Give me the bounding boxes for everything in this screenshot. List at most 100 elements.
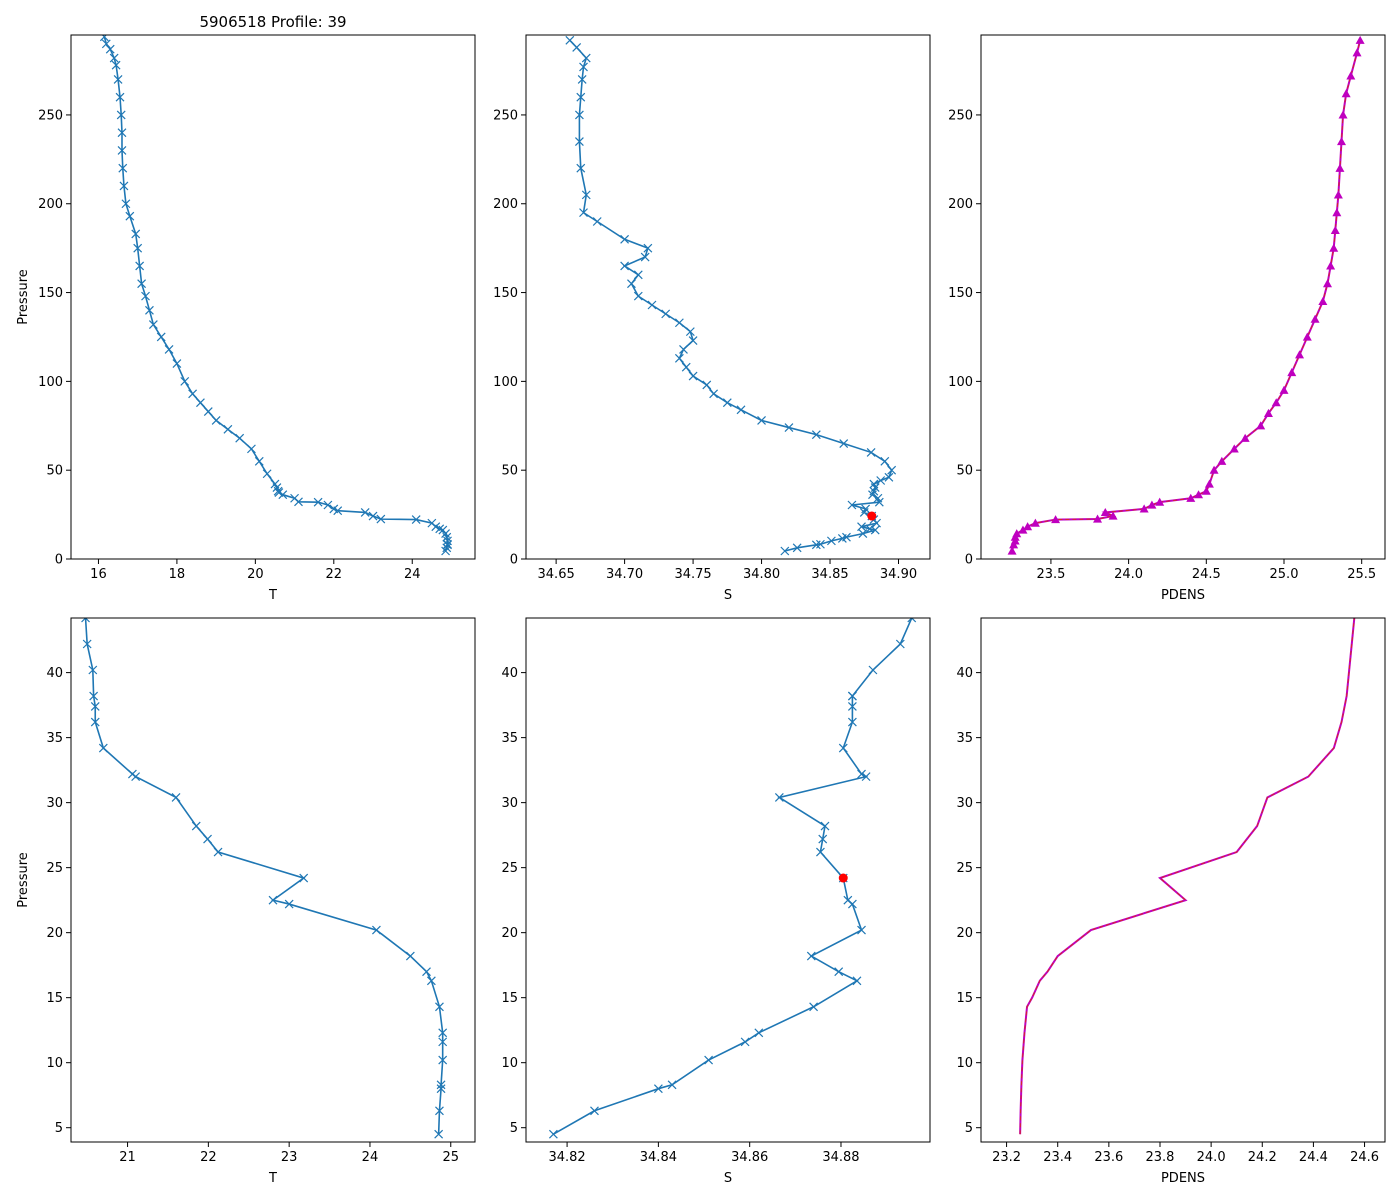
data-point — [1139, 504, 1149, 513]
axes-frame — [70, 34, 476, 560]
plot-area — [99, 35, 452, 556]
data-point — [866, 447, 876, 457]
data-point — [870, 525, 880, 535]
chart-top-salinity: 34.65 34.70 34.75 34.80 34.85 34.90 0 50 100 150 2… — [493, 34, 931, 603]
data-point — [1012, 529, 1022, 538]
data-point — [1186, 493, 1196, 502]
data-point — [441, 546, 451, 556]
y-axis-label: Pressure — [16, 269, 31, 325]
data-point — [1209, 465, 1219, 474]
data-point — [188, 389, 198, 399]
data-point — [1263, 408, 1273, 417]
plot-area — [548, 618, 917, 1139]
data-point — [1352, 48, 1362, 57]
data-point — [411, 515, 421, 524]
chart-top-temperature: 16 18 20 22 24 0 50 100 150 200 250 T Pressure — [16, 34, 476, 603]
data-point — [137, 279, 147, 289]
data-point — [118, 163, 128, 173]
data-point — [90, 717, 100, 727]
plot-area — [565, 35, 897, 556]
data-point — [1217, 456, 1227, 465]
chart-top-pdens: 23.5 24.0 24.5 25.0 25.5 0 50 100 150 200 250 PDENS — [948, 34, 1386, 603]
data-point — [838, 743, 848, 753]
y-tick-label: 250 — [493, 108, 518, 123]
data-point — [816, 847, 825, 857]
data-point — [576, 163, 586, 173]
data-point — [674, 318, 684, 328]
data-point — [907, 618, 917, 623]
y-tick-label: 150 — [948, 286, 973, 301]
data-point — [435, 1106, 444, 1116]
data-point — [869, 479, 879, 489]
plot-area — [81, 618, 448, 1139]
x-tick-label: 16 — [90, 567, 107, 582]
y-tick-label: 5 — [55, 1121, 63, 1136]
y-tick-label: 20 — [46, 926, 63, 941]
data-point — [1326, 261, 1336, 270]
data-point — [577, 74, 587, 84]
y-tick-label: 250 — [38, 108, 63, 123]
y-axis-label: Pressure — [16, 852, 31, 908]
data-point — [203, 407, 213, 416]
y-tick-label: 200 — [948, 197, 973, 212]
data-point — [329, 504, 339, 514]
data-point — [1030, 518, 1040, 527]
data-point — [435, 1002, 444, 1012]
axes-frame — [70, 617, 476, 1143]
data-point — [667, 1080, 677, 1090]
data-point — [1147, 500, 1157, 509]
y-tick-label: 50 — [46, 464, 63, 479]
data-point — [90, 701, 100, 711]
data-point — [843, 895, 853, 905]
data-point — [702, 380, 712, 390]
y-tick-label: 50 — [956, 464, 973, 479]
data-point — [164, 344, 174, 354]
data-point — [620, 234, 630, 244]
data-point — [1023, 522, 1033, 531]
data-point — [880, 456, 890, 466]
x-tick-label: 25.5 — [1347, 567, 1376, 582]
data-point — [117, 128, 127, 138]
data-point — [806, 951, 816, 961]
data-point — [422, 967, 431, 977]
data-point — [857, 925, 866, 935]
y-tick-label: 100 — [38, 375, 63, 390]
data-point — [688, 371, 698, 381]
x-tick-label: 23 — [281, 1150, 298, 1165]
data-point — [620, 261, 630, 271]
data-point — [1201, 486, 1211, 495]
series-line-s — [552, 618, 913, 1135]
x-axis-label: PDENS — [1161, 1171, 1205, 1186]
y-tick-label: 5 — [510, 1121, 518, 1136]
y-tick-label: 30 — [956, 796, 973, 811]
figure-title: 5906518 Profile: 39 — [199, 13, 346, 31]
data-point — [109, 53, 119, 63]
x-tick-label: 23.8 — [1146, 1150, 1175, 1165]
data-point — [581, 53, 591, 63]
highlight-point — [867, 511, 877, 521]
y-tick-label: 50 — [501, 464, 518, 479]
data-point — [262, 469, 272, 479]
data-point — [88, 665, 98, 675]
data-point — [268, 895, 278, 905]
x-tick-label: 24 — [404, 567, 421, 582]
data-point — [1295, 350, 1305, 359]
x-tick-label: 23.6 — [1094, 1150, 1123, 1165]
data-point — [1051, 515, 1061, 524]
x-tick-label: 24.5 — [1192, 567, 1221, 582]
x-tick-label: 23.4 — [1043, 1150, 1072, 1165]
y-tick-label: 200 — [38, 197, 63, 212]
x-tick-label: 34.65 — [538, 567, 575, 582]
data-point — [443, 539, 452, 549]
data-point — [757, 416, 766, 425]
data-point — [368, 511, 378, 521]
y-tick-label: 5 — [965, 1121, 973, 1136]
data-point — [1287, 367, 1297, 377]
data-point — [834, 967, 844, 977]
x-tick-label: 34.90 — [880, 567, 917, 582]
y-tick-label: 0 — [965, 553, 973, 568]
x-tick-label: 34.82 — [548, 1150, 585, 1165]
x-tick-label: 24.0 — [1197, 1150, 1226, 1165]
x-axis-label: S — [724, 1171, 732, 1186]
